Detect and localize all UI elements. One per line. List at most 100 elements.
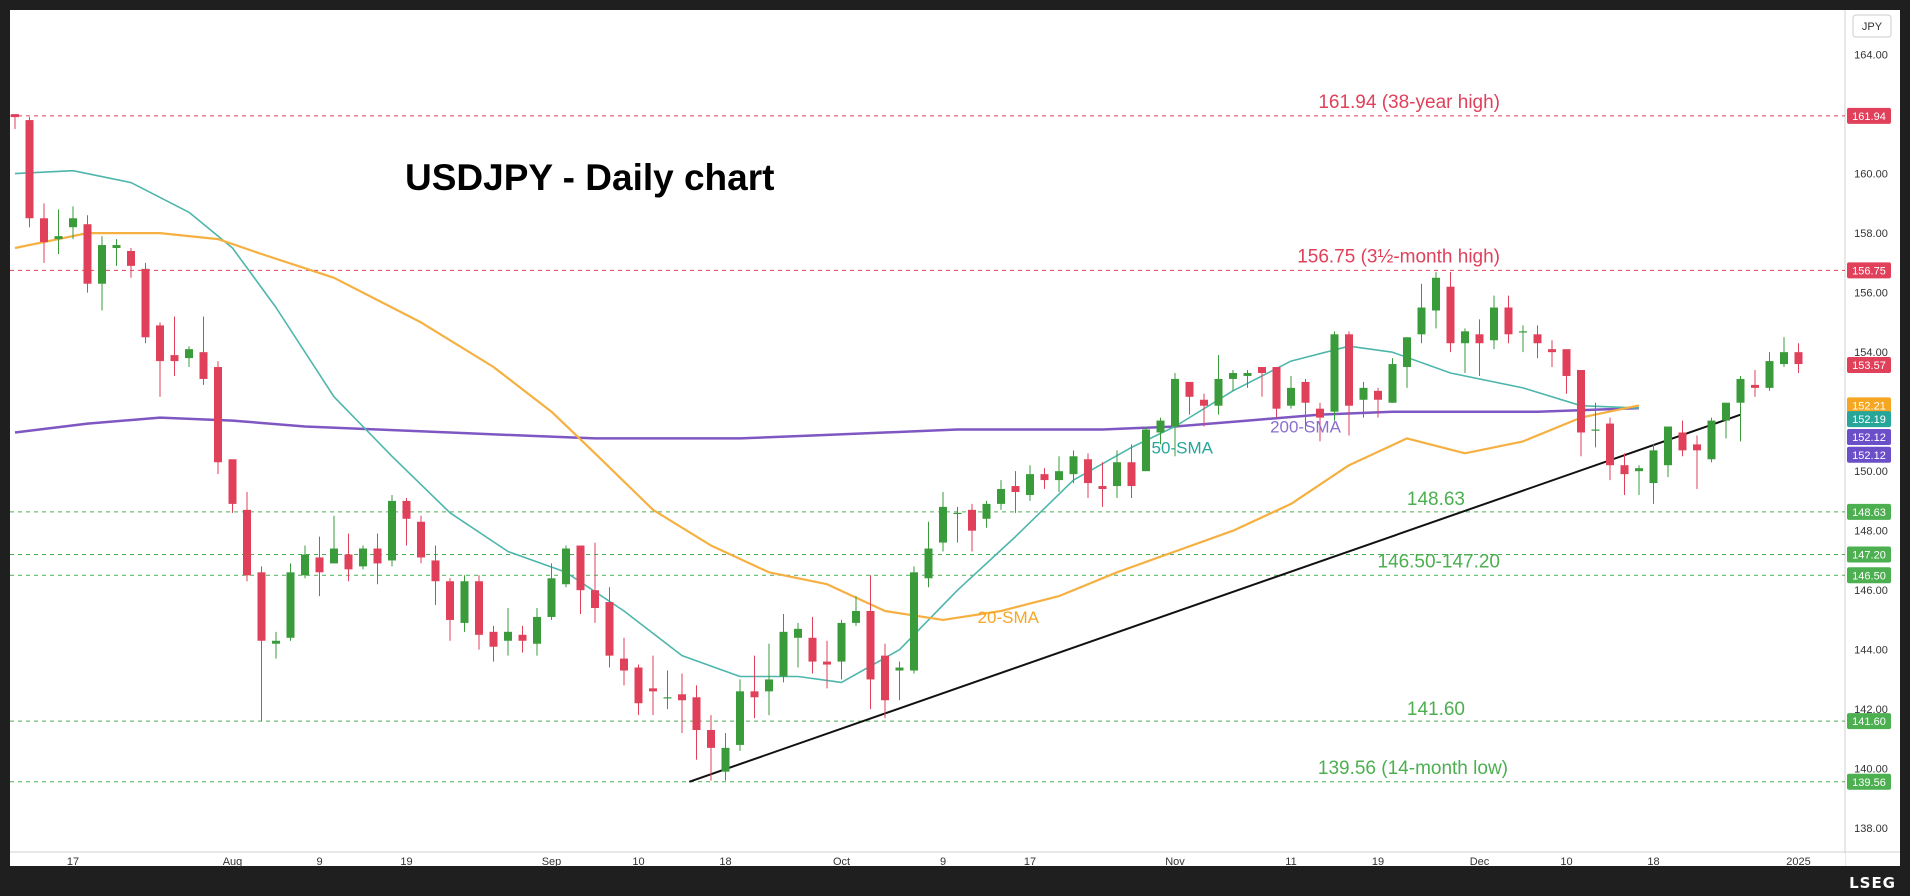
price-tag-0: 161.94: [1847, 107, 1891, 124]
candle-109: [1591, 402, 1600, 448]
candle-body: [750, 691, 759, 698]
candle-body: [98, 245, 106, 284]
candle-body: [1591, 429, 1600, 431]
price-tag-11: 139.56: [1847, 773, 1891, 790]
candle-body: [1780, 352, 1788, 365]
candle-105: [1533, 325, 1542, 359]
candle-81: [1185, 381, 1194, 415]
candle-59: [866, 575, 875, 710]
candle-body: [243, 509, 251, 576]
x-tick-label-5: 10: [632, 856, 644, 868]
candle-66: [968, 503, 976, 552]
candle-104: [1519, 325, 1527, 353]
candle-56: [823, 640, 831, 689]
candle-98: [1432, 271, 1440, 329]
candle-body: [1432, 277, 1440, 311]
candle-body: [11, 114, 19, 118]
chart-title: USDJPY - Daily chart: [405, 157, 774, 198]
candle-body: [576, 545, 585, 591]
candle-body: [910, 572, 918, 671]
candle-1: [25, 117, 34, 228]
candle-72: [1055, 456, 1063, 492]
candle-88: [1287, 375, 1295, 409]
x-tick-label-8: 9: [940, 856, 946, 868]
candle-body: [1098, 486, 1107, 490]
level-label-0: 161.94 (38-year high): [1318, 92, 1500, 113]
currency-label: JPY: [1862, 21, 1883, 33]
candle-body: [808, 637, 817, 662]
candle-body: [1374, 390, 1382, 400]
candle-99: [1446, 271, 1455, 353]
x-tick-label-2: 9: [316, 856, 322, 868]
candle-5: [83, 215, 92, 293]
candle-body: [1490, 307, 1498, 341]
candle-body: [1301, 381, 1310, 403]
candle-body: [185, 349, 193, 359]
candle-body: [794, 628, 802, 638]
x-tick-label-13: Dec: [1470, 856, 1490, 868]
candle-body: [1403, 337, 1411, 368]
candle-body: [214, 367, 222, 463]
level-label-2: 148.63: [1407, 489, 1465, 510]
price-tag-box: [1847, 356, 1891, 373]
price-tag-text: 139.56: [1852, 777, 1886, 789]
candle-52: [765, 643, 773, 716]
level-label-4: 146.50-147.20: [1377, 551, 1500, 572]
y-tick-label-13: 164.00: [1854, 50, 1888, 62]
price-tag-1: 156.75: [1847, 262, 1891, 279]
candle-95: [1388, 358, 1397, 403]
candle-body: [547, 578, 556, 617]
candle-20: [301, 545, 309, 579]
candle-31: [460, 575, 469, 632]
candle-61: [895, 661, 904, 701]
candle-73: [1069, 450, 1078, 484]
candle-57: [837, 619, 846, 680]
candle-body: [330, 548, 338, 564]
candle-91: [1330, 331, 1339, 421]
candle-29: [431, 545, 440, 606]
candle-body: [69, 218, 77, 228]
candle-body: [1171, 378, 1179, 427]
price-tag-3: 152.21: [1847, 397, 1891, 414]
candle-body: [1620, 465, 1629, 475]
candle-13: [199, 316, 208, 385]
candle-body: [1055, 471, 1063, 481]
candle-3: [54, 209, 63, 254]
candle-24: [359, 545, 367, 570]
price-tag-text: 153.57: [1852, 360, 1886, 372]
candle-76: [1113, 450, 1121, 498]
candle-body: [1635, 468, 1643, 472]
candle-body: [127, 250, 135, 266]
candle-49: [721, 732, 730, 781]
price-tag-box: [1847, 713, 1891, 730]
candle-body: [1548, 349, 1556, 353]
price-tag-text: 152.21: [1852, 400, 1886, 412]
candle-body: [968, 509, 976, 531]
candle-11: [170, 316, 179, 376]
level-label-6: 139.56 (14-month low): [1318, 758, 1508, 779]
price-tag-9: 146.50: [1847, 567, 1891, 584]
y-tick-label-11: 160.00: [1854, 169, 1888, 181]
candle-8: [127, 248, 135, 278]
candle-body: [1069, 456, 1078, 475]
candle-58: [852, 596, 860, 626]
candle-body: [1519, 331, 1527, 333]
candle-47: [692, 685, 701, 760]
candle-63: [924, 521, 933, 588]
candle-body: [446, 581, 454, 620]
candle-body: [866, 611, 875, 680]
candle-38: [562, 545, 570, 588]
candle-80: [1171, 372, 1179, 457]
candle-body: [881, 655, 889, 701]
x-tick-label-6: 18: [719, 856, 731, 868]
x-tick-label-15: 18: [1647, 856, 1659, 868]
price-tag-box: [1847, 503, 1891, 520]
price-tag-text: 141.60: [1852, 716, 1886, 728]
candle-22: [330, 515, 338, 564]
candle-body: [1040, 474, 1049, 481]
candle-body: [605, 602, 614, 656]
candle-body: [533, 616, 541, 644]
candle-51: [750, 655, 759, 719]
candle-body: [1533, 334, 1542, 344]
candle-96: [1403, 337, 1411, 388]
